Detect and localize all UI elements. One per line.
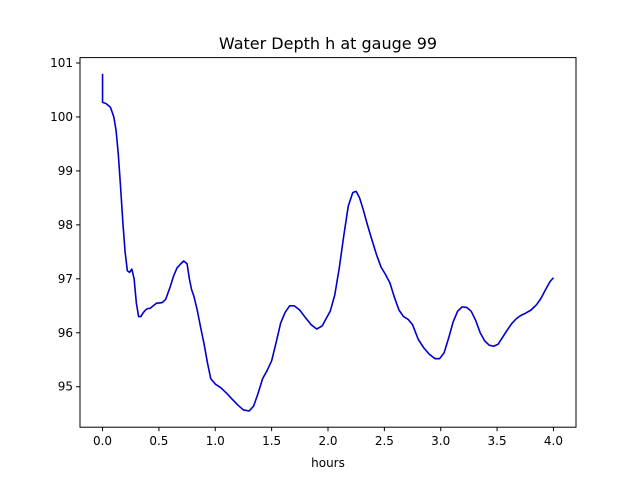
x-tick-label: 2.0 (318, 434, 337, 448)
x-tick-label: 4.0 (544, 434, 563, 448)
x-axis-label: hours (311, 456, 345, 470)
x-tick-label: 2.5 (375, 434, 394, 448)
x-tick-label: 0.5 (149, 434, 168, 448)
x-tick-label: 0.0 (93, 434, 112, 448)
chart-title: Water Depth h at gauge 99 (219, 34, 437, 53)
x-axis-ticks: 0.0 0.5 1.0 1.5 2.0 2.5 3.0 3.5 4.0 (93, 427, 563, 448)
plot-area (79, 57, 577, 428)
y-tick-label: 97 (58, 272, 73, 286)
x-tick-label: 1.5 (262, 434, 281, 448)
y-tick-label: 101 (50, 56, 73, 70)
y-tick-label: 100 (50, 110, 73, 124)
y-axis-ticks: 95 96 97 98 99 100 101 (50, 56, 80, 394)
water-depth-series-line (101, 73, 555, 412)
y-tick-label: 95 (58, 380, 73, 394)
x-tick-label: 1.0 (206, 434, 225, 448)
y-tick-label: 96 (58, 326, 73, 340)
x-tick-label: 3.0 (431, 434, 450, 448)
y-tick-label: 98 (58, 218, 73, 232)
x-tick-label: 3.5 (488, 434, 507, 448)
y-tick-label: 99 (58, 164, 73, 178)
